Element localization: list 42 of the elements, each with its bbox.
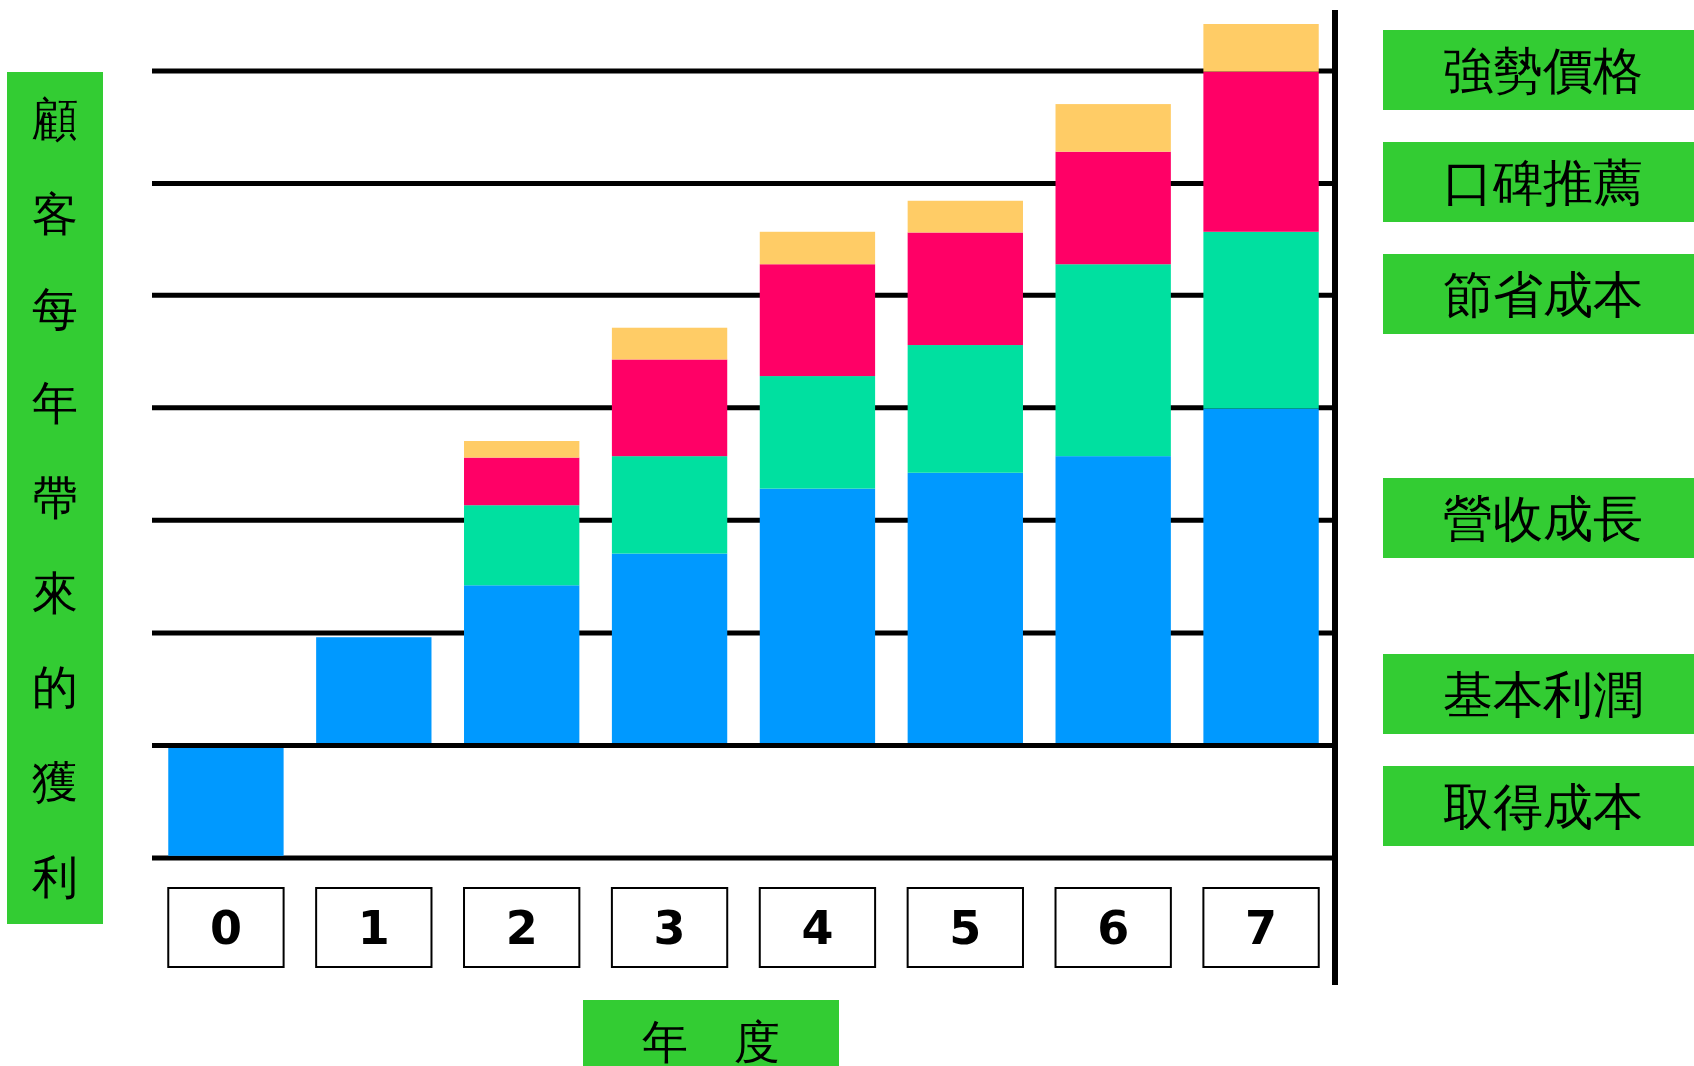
text: 口碑推薦 xyxy=(1443,154,1643,212)
bar xyxy=(1055,104,1171,152)
text: 基本利潤 xyxy=(1443,666,1643,724)
text: 營收成長 xyxy=(1443,490,1643,548)
bar xyxy=(1203,231,1319,409)
x-tick-label: 7 xyxy=(1245,901,1278,955)
bar xyxy=(611,359,728,457)
bar xyxy=(907,472,1023,746)
x-tick-label: 4 xyxy=(801,901,834,955)
x-tick-label: 1 xyxy=(357,901,390,955)
bar xyxy=(1203,408,1319,746)
bar xyxy=(759,231,876,265)
bar xyxy=(611,327,728,360)
bar xyxy=(464,585,580,746)
text: 強勢價格 xyxy=(1443,42,1643,100)
x-tick-label: 3 xyxy=(653,901,686,955)
bar xyxy=(611,553,728,746)
bar xyxy=(1203,24,1319,72)
bar xyxy=(759,376,876,489)
bar xyxy=(907,232,1023,346)
bar xyxy=(464,505,580,586)
bar xyxy=(168,745,284,856)
bar xyxy=(907,200,1023,233)
text: 節省成本 xyxy=(1443,266,1643,324)
bar xyxy=(759,264,876,377)
x-tick-label: 6 xyxy=(1097,901,1130,955)
x-tick-label: 5 xyxy=(949,901,982,955)
x-tick-label: 2 xyxy=(505,901,538,955)
text: 顧客每年帶來的獲利 xyxy=(32,92,78,904)
bar xyxy=(759,488,876,746)
bar xyxy=(316,637,432,746)
bar xyxy=(464,441,580,458)
bar xyxy=(1203,71,1319,232)
bar xyxy=(1055,456,1171,746)
bar xyxy=(464,457,580,506)
bar xyxy=(1055,264,1171,457)
bar xyxy=(907,345,1023,473)
text: 取得成本 xyxy=(1443,778,1643,836)
x-tick-label: 0 xyxy=(209,901,242,955)
bar xyxy=(611,456,728,554)
bar xyxy=(1055,151,1171,265)
x-axis-title: 年 度 xyxy=(642,1015,780,1066)
